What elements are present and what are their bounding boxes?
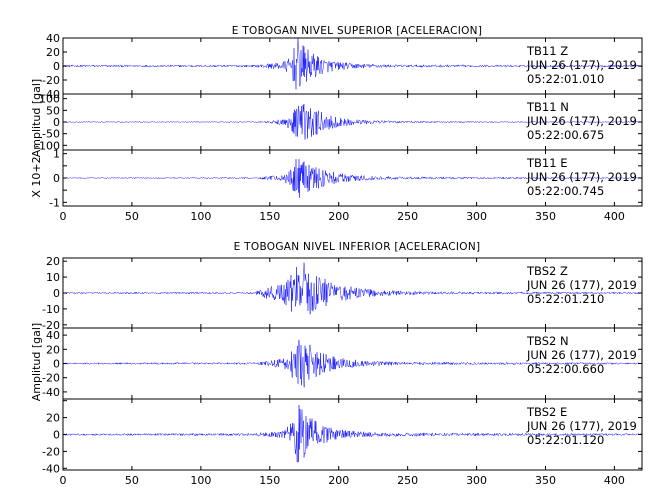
x-tick-label: 50 — [125, 474, 139, 487]
upper-station-info-z: TB11 Z JUN 26 (177), 2019 05:22:01.010 — [526, 44, 637, 86]
lower-station-info-n: TBS2 N JUN 26 (177), 2019 05:22:00.660 — [526, 334, 637, 376]
station-time-label: 05:22:01.120 — [527, 433, 604, 447]
y-tick-label: 20 — [46, 255, 60, 268]
station-date-label: JUN 26 (177), 2019 — [526, 58, 637, 72]
x-tick-label: 200 — [328, 210, 349, 223]
x-tick-label: 100 — [190, 474, 211, 487]
x-tick-label: 0 — [60, 210, 67, 223]
y-tick-label: -50 — [42, 128, 60, 141]
station-time-label: 05:22:00.745 — [527, 184, 604, 198]
upper-seismogram-chart: E TOBOGAN NIVEL SUPERIOR [ACELERACION] A… — [30, 25, 643, 223]
x-tick-label: 400 — [604, 474, 625, 487]
upper-station-info-e: TB11 E JUN 26 (177), 2019 05:22:00.745 — [526, 156, 637, 198]
y-tick-label: 50 — [46, 104, 60, 117]
x-tick-label: 300 — [466, 210, 487, 223]
station-date-label: JUN 26 (177), 2019 — [526, 170, 637, 184]
station-time-label: 05:22:01.210 — [527, 292, 604, 306]
y-tick-label: 0 — [53, 429, 60, 442]
y-tick-label: -40 — [42, 386, 60, 399]
y-tick-label: 0 — [53, 60, 60, 73]
x-tick-label: 400 — [604, 210, 625, 223]
upper-panel-e: 1 0 -1 TB11 E JUN 26 (177), 2019 05:22:00.745 — [49, 148, 643, 209]
x-tick-label: 50 — [125, 210, 139, 223]
lower-trace-n — [62, 339, 643, 388]
y-tick-label: -20 — [42, 74, 60, 87]
station-date-label: JUN 26 (177), 2019 — [526, 419, 637, 433]
y-tick-label: 0 — [53, 358, 60, 371]
upper-station-info-n: TB11 N JUN 26 (177), 2019 05:22:00.675 — [526, 100, 637, 142]
lower-y-axis-label: Amplitud [gal] — [30, 323, 43, 401]
station-component-label: TBS2 E — [526, 405, 567, 419]
lower-station-info-e: TBS2 E JUN 26 (177), 2019 05:22:01.120 — [526, 405, 637, 447]
lower-panel-e: 20 0 -20 -40 TBS2 E JUN 26 (177), 2019 05:22:0… — [42, 398, 643, 475]
x-tick-label: 200 — [328, 474, 349, 487]
station-date-label: JUN 26 (177), 2019 — [526, 278, 637, 292]
x-tick-label: 250 — [397, 210, 418, 223]
y-tick-label: 20 — [46, 46, 60, 59]
y-tick-label: 0 — [53, 116, 60, 129]
y-tick-label: 10 — [46, 271, 60, 284]
station-component-label: TB11 N — [526, 100, 569, 114]
x-tick-label: 350 — [535, 210, 556, 223]
y-tick-label: -20 — [42, 372, 60, 385]
y-tick-label: 1 — [53, 148, 60, 161]
upper-trace-n — [62, 103, 643, 140]
y-tick-label: 20 — [46, 412, 60, 425]
y-tick-label: 0 — [53, 287, 60, 300]
y-tick-label: -20 — [42, 445, 60, 458]
x-tick-label: 350 — [535, 474, 556, 487]
station-component-label: TB11 Z — [526, 44, 568, 58]
y-tick-label: -40 — [42, 88, 60, 101]
lower-seismogram-chart: E TOBOGAN NIVEL INFERIOR [ACELERACION] A… — [30, 241, 643, 487]
lower-panel-z: 20 10 0 -10 -20 TBS2 Z JUN 26 (177), 2019 05:22… — [42, 255, 643, 332]
station-component-label: TBS2 Z — [526, 264, 568, 278]
y-tick-label: -20 — [42, 319, 60, 332]
y-tick-label: -100 — [35, 139, 60, 152]
upper-scale-note: X 10+2 — [30, 156, 43, 197]
upper-trace-e — [62, 159, 643, 198]
x-tick-label: 0 — [60, 474, 67, 487]
x-tick-label: 300 — [466, 474, 487, 487]
station-time-label: 05:22:01.010 — [527, 72, 604, 86]
station-time-label: 05:22:00.675 — [527, 128, 604, 142]
y-tick-label: -1 — [49, 196, 60, 209]
station-date-label: JUN 26 (177), 2019 — [526, 348, 637, 362]
y-tick-label: -10 — [42, 303, 60, 316]
x-tick-label: 150 — [259, 474, 280, 487]
y-tick-label: 40 — [46, 329, 60, 342]
station-component-label: TBS2 N — [526, 334, 569, 348]
lower-trace-e — [62, 405, 643, 463]
lower-station-info-z: TBS2 Z JUN 26 (177), 2019 05:22:01.210 — [526, 264, 637, 306]
station-time-label: 05:22:00.660 — [527, 362, 604, 376]
lower-trace-z — [62, 262, 643, 315]
y-tick-label: 100 — [39, 93, 60, 106]
station-component-label: TB11 E — [526, 156, 567, 170]
y-tick-label: 0 — [53, 172, 60, 185]
lower-chart-title: E TOBOGAN NIVEL INFERIOR [ACELERACION] — [234, 241, 481, 253]
upper-chart-title: E TOBOGAN NIVEL SUPERIOR [ACELERACION] — [232, 25, 482, 37]
y-tick-label: 40 — [46, 32, 60, 45]
upper-trace-z — [63, 37, 643, 90]
upper-y-axis-label: Amplitud [gal] — [30, 79, 43, 157]
y-tick-label: 20 — [46, 343, 60, 356]
x-tick-label: 150 — [259, 210, 280, 223]
x-tick-label: 100 — [190, 210, 211, 223]
y-tick-label: -40 — [42, 462, 60, 475]
station-date-label: JUN 26 (177), 2019 — [526, 114, 637, 128]
x-tick-label: 250 — [397, 474, 418, 487]
